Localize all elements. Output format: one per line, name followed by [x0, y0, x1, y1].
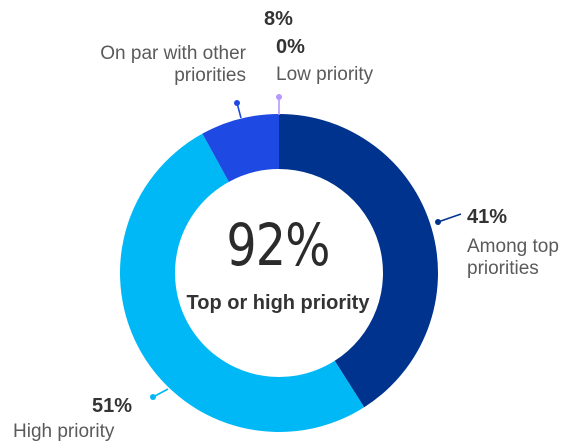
leader-line-among-top: [437, 213, 462, 223]
center-label: Top or high priority: [186, 292, 370, 314]
slice-value-on-par: 8%: [264, 8, 293, 30]
leader-dot-low: [276, 94, 282, 100]
slice-value-low: 0%: [276, 36, 305, 58]
leader-dot-on-par: [234, 100, 240, 106]
center-value: 92%: [226, 211, 330, 279]
slice-label-among-top: Among top priorities: [467, 236, 559, 279]
leader-dot-among-top: [435, 219, 441, 225]
leader-dot-high: [150, 394, 156, 400]
slice-among-top: [279, 114, 438, 408]
donut-slices: [119, 114, 438, 433]
slice-on-par: [202, 114, 279, 182]
slice-value-among-top: 41%: [467, 206, 508, 228]
slice-label-low: Low priority: [276, 64, 374, 85]
leader-lines: [150, 94, 462, 400]
slice-value-high: 51%: [92, 395, 133, 417]
slice-label-high: High priority: [13, 421, 115, 442]
slice-high: [119, 133, 365, 433]
slice-label-on-par: On par with other priorities: [100, 43, 246, 86]
